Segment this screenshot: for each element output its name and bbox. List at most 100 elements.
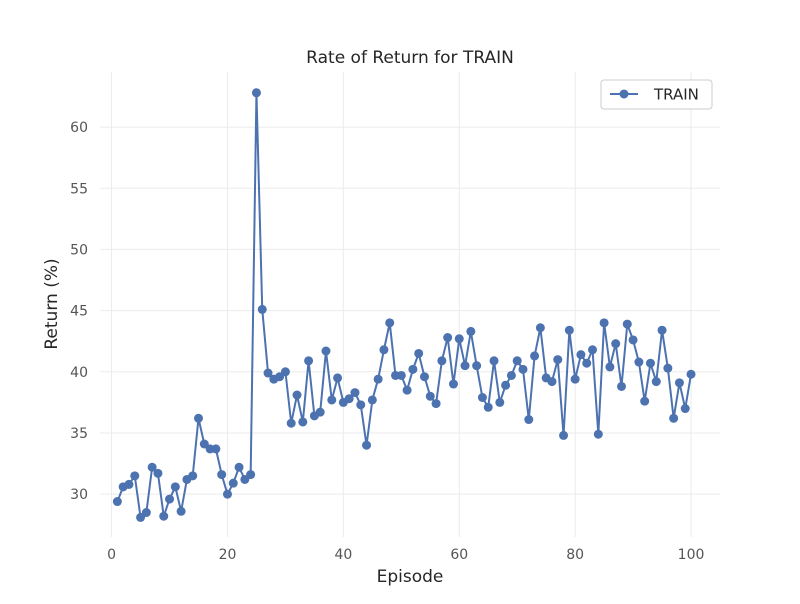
y-axis-label: Return (%) <box>42 258 62 349</box>
data-point <box>165 494 175 504</box>
data-point <box>634 357 644 367</box>
data-point <box>396 370 406 380</box>
y-tick-label: 50 <box>70 242 88 258</box>
data-point <box>530 351 540 361</box>
data-point <box>628 335 638 345</box>
data-point <box>112 497 122 507</box>
data-point <box>170 482 180 492</box>
x-axis-label: Episode <box>377 567 444 587</box>
series-layer <box>112 88 696 522</box>
data-point <box>564 325 574 335</box>
data-point <box>153 468 163 478</box>
data-point <box>454 334 464 344</box>
data-point <box>582 358 592 368</box>
y-tick-label: 55 <box>70 181 88 197</box>
data-point <box>506 370 516 380</box>
x-tick-label: 0 <box>107 547 116 563</box>
data-point <box>472 361 482 371</box>
data-point <box>663 363 673 373</box>
data-point <box>495 397 505 407</box>
data-point <box>385 318 395 328</box>
x-tick-label: 100 <box>678 547 705 563</box>
data-point <box>524 415 534 425</box>
data-point <box>483 402 493 412</box>
data-point <box>448 379 458 389</box>
data-point <box>280 367 290 377</box>
x-tick-label: 60 <box>450 547 468 563</box>
data-point <box>176 506 186 516</box>
data-point <box>425 391 435 401</box>
data-point <box>188 471 198 481</box>
y-tick-label: 45 <box>70 304 88 320</box>
data-point <box>657 325 667 335</box>
data-point <box>304 356 314 366</box>
data-point <box>356 400 366 410</box>
data-point <box>477 393 487 402</box>
data-point <box>246 470 256 480</box>
data-point <box>559 430 569 440</box>
legend-box <box>600 79 713 110</box>
data-point <box>402 385 412 395</box>
data-point <box>547 377 557 387</box>
data-point <box>570 374 580 384</box>
data-point <box>576 350 586 360</box>
data-point <box>344 394 354 404</box>
data-point <box>130 471 140 481</box>
data-point <box>263 368 273 378</box>
axis-ticks: 0 20 40 60 80 100 30 35 40 45 50 55 60 <box>70 120 704 563</box>
data-point <box>651 377 661 387</box>
chart-title: Rate of Return for TRAIN <box>306 48 514 68</box>
x-tick-label: 20 <box>219 547 237 563</box>
legend-entry-train: TRAIN <box>653 86 699 104</box>
grid-lines <box>100 72 720 537</box>
data-point <box>257 304 267 314</box>
data-point <box>593 429 603 439</box>
data-point <box>367 395 377 405</box>
data-point <box>298 417 308 427</box>
data-point <box>605 362 615 372</box>
data-point <box>234 462 244 472</box>
data-point <box>251 88 261 98</box>
data-point <box>408 364 418 374</box>
data-point <box>379 345 389 355</box>
data-point <box>292 390 302 400</box>
data-point <box>512 356 522 366</box>
data-point <box>147 462 157 472</box>
data-point <box>194 413 204 423</box>
data-point <box>141 508 151 518</box>
data-point <box>686 369 696 379</box>
data-point <box>222 489 232 499</box>
data-point <box>350 388 360 398</box>
data-point <box>611 339 621 349</box>
legend: TRAIN <box>600 79 713 110</box>
plot-area <box>100 72 720 537</box>
data-point <box>669 413 679 423</box>
data-point <box>321 346 331 356</box>
data-point <box>674 378 684 388</box>
data-point <box>327 395 337 405</box>
data-point <box>616 381 626 391</box>
x-tick-label: 80 <box>566 547 584 563</box>
data-point <box>414 348 424 358</box>
x-tick-label: 40 <box>334 547 352 563</box>
data-point <box>419 372 429 382</box>
y-tick-label: 30 <box>70 487 88 503</box>
data-point <box>599 318 609 328</box>
data-point <box>443 333 453 343</box>
y-tick-label: 35 <box>70 426 88 442</box>
data-point <box>228 478 238 488</box>
data-point <box>431 399 441 409</box>
data-point <box>489 356 499 366</box>
data-point <box>535 323 545 333</box>
data-point <box>680 404 690 414</box>
data-point <box>211 444 221 454</box>
data-point <box>466 326 476 336</box>
data-point <box>645 358 655 368</box>
data-point <box>640 396 650 406</box>
data-point <box>588 345 598 355</box>
y-tick-label: 40 <box>70 365 88 381</box>
data-point <box>217 470 227 480</box>
data-point <box>501 380 511 390</box>
